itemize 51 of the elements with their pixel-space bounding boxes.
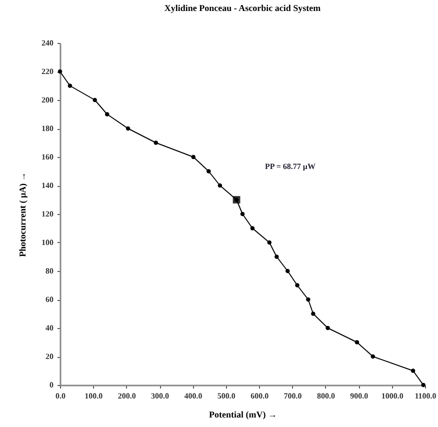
point: [218, 183, 222, 188]
x-tick-label: 700.0: [284, 392, 302, 400]
x-tick-label: 200.0: [118, 392, 136, 400]
y-tick-label: 80: [46, 266, 54, 276]
y-tick-label: 120: [42, 210, 54, 218]
y-tick-label: 160: [42, 152, 54, 162]
x-tick-label: 100.0: [84, 392, 103, 400]
point: [58, 69, 62, 74]
point: [354, 340, 360, 344]
point: [104, 112, 110, 116]
point: [267, 240, 272, 245]
point: [370, 354, 376, 359]
point: [240, 212, 245, 216]
point: [274, 254, 279, 259]
point: [126, 126, 130, 131]
y-tick-label: 240: [42, 38, 54, 48]
chart-title: Xylidine Ponceau - Ascorbic acid System: [164, 3, 322, 13]
x-tick-label: 900.0: [350, 392, 368, 400]
x-tick-label: 1100.0: [414, 392, 436, 400]
point: [421, 382, 426, 388]
y-tick-label: 220: [42, 67, 54, 76]
point: [68, 84, 72, 88]
x-axis-title: Potential (mV) →: [209, 410, 277, 420]
point: [410, 368, 416, 373]
y-tick-label: 140: [42, 181, 54, 190]
y-tick-label: 100: [42, 238, 54, 247]
y-tick-label: 60: [46, 295, 54, 304]
point: [295, 283, 300, 288]
point: [206, 169, 211, 174]
point: [154, 140, 158, 145]
point: [191, 154, 196, 160]
point: [92, 98, 97, 102]
x-tick-label: 600.0: [250, 392, 269, 400]
x-tick-label: 1000.0: [381, 392, 404, 400]
y-tick-label: 180: [42, 124, 54, 133]
point: [326, 326, 330, 330]
y-tick-label: 40: [46, 324, 54, 332]
y-axis-title: Photocurrent ( µA) →: [18, 172, 28, 257]
y-tick-label: 200: [42, 96, 54, 104]
x-tick-label: 0.0: [56, 392, 66, 400]
point: [286, 268, 290, 274]
y-tick-label: 20: [46, 352, 54, 361]
point: [250, 226, 255, 230]
point: [311, 312, 316, 316]
annotation: PP = 68.77 µW: [265, 162, 316, 171]
y-tick-label: 0: [50, 380, 54, 390]
x-tick-label: 800.0: [316, 392, 335, 400]
x-tick-label: 400.0: [184, 392, 202, 400]
x-tick-label: 300.0: [151, 392, 170, 400]
x-tick-label: 500.0: [217, 392, 236, 400]
point: [306, 297, 310, 302]
